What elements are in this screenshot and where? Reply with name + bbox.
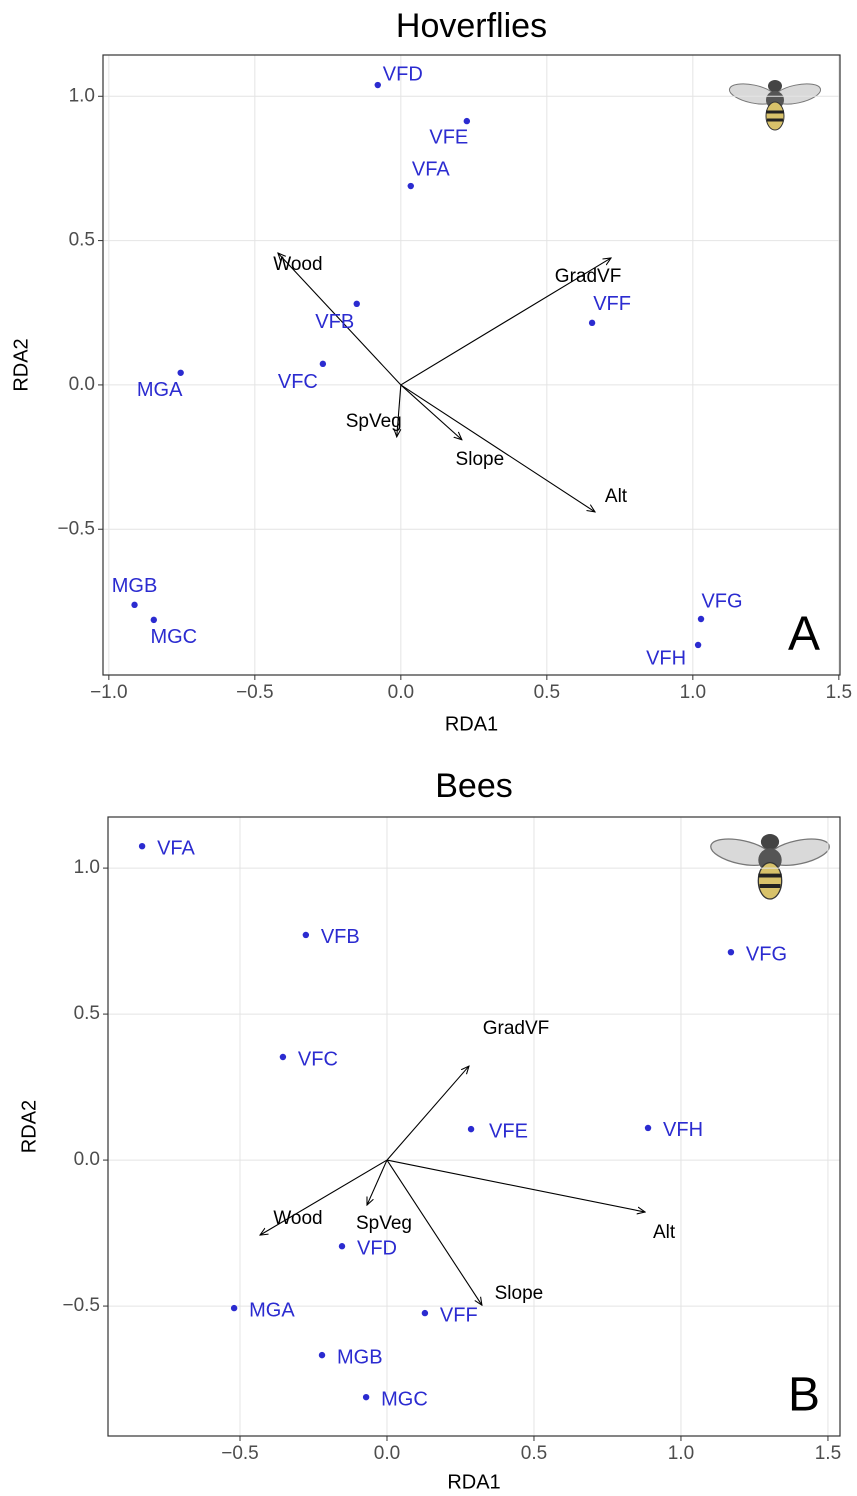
point-label: VFH <box>663 1119 703 1141</box>
point-label: MGB <box>112 575 158 597</box>
x-tick-label: 1.5 <box>815 1443 841 1464</box>
point <box>468 1126 474 1132</box>
point-label: VFF <box>593 293 631 315</box>
point-label: MGA <box>137 379 183 401</box>
point <box>231 1305 237 1311</box>
arrow <box>387 1066 469 1160</box>
point <box>589 320 595 326</box>
point-label: VFA <box>412 158 450 180</box>
arrow-label: Alt <box>605 486 628 507</box>
point <box>131 602 137 608</box>
arrow-label: GradVF <box>483 1018 550 1039</box>
point <box>280 1054 286 1060</box>
point <box>408 183 414 189</box>
x-tick-label: 1.5 <box>826 682 852 703</box>
point <box>695 642 701 648</box>
point-label: VFG <box>701 590 742 612</box>
y-axis-label: RDA2 <box>18 1100 40 1153</box>
x-tick-label: 0.0 <box>388 682 414 703</box>
x-tick-label: −0.5 <box>221 1443 259 1464</box>
point-label: VFE <box>489 1120 528 1142</box>
point-label: VFC <box>298 1048 338 1070</box>
y-tick-label: 1.0 <box>69 85 95 106</box>
point <box>151 617 157 623</box>
arrow <box>401 385 462 440</box>
point <box>320 361 326 367</box>
arrow-label: Slope <box>456 449 505 470</box>
bee-icon <box>708 834 831 899</box>
point-label: VFA <box>157 837 195 859</box>
point-label: MGC <box>150 626 197 648</box>
point-label: VFE <box>429 126 468 148</box>
arrow-label: SpVeg <box>346 411 402 432</box>
arrow <box>367 1160 387 1205</box>
point <box>728 949 734 955</box>
point <box>698 616 704 622</box>
point <box>319 1352 325 1358</box>
chart-title: Bees <box>435 767 513 805</box>
point <box>363 1394 369 1400</box>
point-label: MGC <box>381 1388 428 1410</box>
y-tick-label: 0.0 <box>74 1149 100 1170</box>
y-tick-label: 1.0 <box>74 857 100 878</box>
arrow-label: Wood <box>273 254 322 275</box>
y-tick-label: −0.5 <box>62 1295 100 1316</box>
x-tick-label: 0.5 <box>534 682 560 703</box>
arrow <box>401 385 595 512</box>
arrow <box>387 1160 645 1212</box>
figure: −1.0 −0.5 0.0 0.5 1.0 1.5 −0.5 0.0 0.5 1.0 Hoverfl… <box>0 0 857 1496</box>
x-tick-label: −0.5 <box>236 682 274 703</box>
x-tick-label: 1.0 <box>680 682 706 703</box>
point-label: VFH <box>646 647 686 669</box>
y-tick-label: −0.5 <box>57 518 95 539</box>
arrow-label: GradVF <box>555 266 622 287</box>
point <box>177 370 183 376</box>
panel-label: B <box>788 1369 820 1422</box>
y-axis-label: RDA2 <box>10 338 32 391</box>
point <box>375 82 381 88</box>
point-label: VFF <box>440 1304 478 1326</box>
x-tick-label: −1.0 <box>90 682 128 703</box>
x-tick-label: 0.0 <box>374 1443 400 1464</box>
plot-frame <box>108 817 840 1436</box>
chart-title: Hoverflies <box>396 7 547 45</box>
point-label: VFC <box>278 371 318 393</box>
point-label: MGA <box>249 1299 295 1321</box>
point-label: MGB <box>337 1346 383 1368</box>
y-tick-label: 0.0 <box>69 374 95 395</box>
point-label: VFG <box>746 943 787 965</box>
x-tick-label: 1.0 <box>668 1443 694 1464</box>
point <box>422 1310 428 1316</box>
panel-label: A <box>788 608 820 661</box>
point-label: VFB <box>315 311 354 333</box>
y-tick-label: 0.5 <box>69 230 95 251</box>
arrow-label: SpVeg <box>356 1213 412 1234</box>
point-label: VFD <box>357 1237 397 1259</box>
x-tick-label: 0.5 <box>521 1443 547 1464</box>
hoverfly-icon <box>728 80 823 130</box>
point <box>464 118 470 124</box>
point <box>645 1125 651 1131</box>
x-axis-label: RDA1 <box>447 1471 500 1493</box>
point <box>339 1243 345 1249</box>
plot-frame <box>103 55 840 675</box>
arrow-label: Alt <box>653 1222 676 1243</box>
point <box>354 301 360 307</box>
point <box>139 843 145 849</box>
point <box>303 932 309 938</box>
y-tick-label: 0.5 <box>74 1003 100 1024</box>
arrow-label: Wood <box>273 1208 322 1229</box>
arrow-label: Slope <box>495 1283 544 1304</box>
point-label: VFB <box>321 926 360 948</box>
point-label: VFD <box>383 63 423 85</box>
x-axis-label: RDA1 <box>445 713 498 735</box>
